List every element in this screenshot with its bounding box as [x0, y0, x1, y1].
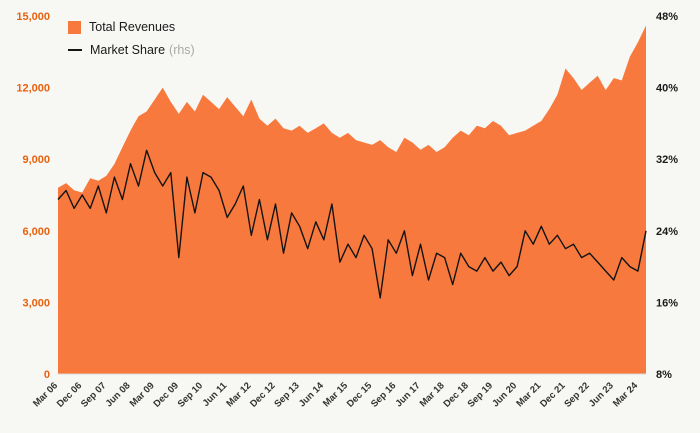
right-axis-tick-label: 24%: [656, 226, 678, 238]
x-axis-tick-label: Dec 06: [55, 380, 84, 409]
right-axis-tick-label: 32%: [656, 154, 678, 166]
right-axis-tick-label: 48%: [656, 11, 678, 23]
x-axis-tick-label: Jun 17: [394, 380, 423, 409]
legend-market-share-label: Market Share (rhs): [90, 43, 195, 57]
x-axis-tick-label: Dec 18: [441, 380, 470, 409]
left-axis-tick-label: 12,000: [16, 83, 50, 95]
x-axis-tick-label: Sep 13: [272, 380, 301, 409]
x-axis-tick-label: Sep 22: [562, 380, 591, 409]
right-axis-tick-label: 40%: [656, 83, 678, 95]
x-axis-tick-label: Sep 19: [466, 380, 495, 409]
x-axis-tick-label: Mar 21: [514, 380, 544, 410]
legend-item-market-share: Market Share (rhs): [68, 43, 195, 57]
right-axis-tick-label: 8%: [656, 369, 672, 381]
market-share-line: [57, 149, 647, 299]
x-axis-tick-label: Jun 23: [587, 380, 616, 409]
x-axis-tick-label: Jun 11: [201, 380, 230, 409]
left-axis-tick-label: 15,000: [16, 11, 50, 23]
x-axis-tick-label: Dec 15: [345, 380, 375, 410]
x-axis-tick-label: Jun 20: [490, 380, 519, 409]
legend-revenues-label: Total Revenues: [89, 20, 176, 34]
x-axis-tick-label: Dec 12: [248, 380, 277, 409]
x-axis-tick-label: Mar 06: [31, 380, 60, 409]
right-axis-tick-label: 16%: [656, 297, 678, 309]
x-axis-tick-label: Sep 10: [176, 380, 205, 409]
legend-item-revenues: Total Revenues: [68, 20, 195, 34]
x-axis-tick-label: Mar 12: [224, 380, 253, 409]
legend-rhs-suffix: (rhs): [169, 43, 195, 57]
left-axis-tick-label: 6,000: [22, 226, 50, 238]
chart-legend: Total Revenues Market Share (rhs): [68, 20, 195, 57]
x-axis-tick-label: Mar 18: [418, 380, 447, 409]
total-revenues-area: [58, 25, 646, 374]
revenues-area-swatch-icon: [68, 20, 81, 34]
x-axis-tick-label: Mar 09: [128, 380, 157, 409]
left-axis-tick-label: 3,000: [22, 297, 50, 309]
x-axis-tick-label: Mar 15: [321, 380, 351, 410]
x-axis-tick-label: Dec 21: [538, 380, 568, 410]
market-share-line-swatch-icon: [68, 49, 82, 51]
x-axis-tick-label: Dec 09: [151, 380, 180, 409]
x-axis-tick-label: Mar 24: [611, 380, 641, 410]
x-axis-tick-label: Jun 14: [297, 380, 327, 410]
x-axis-tick-label: Jun 08: [104, 380, 133, 409]
x-axis-tick-label: Sep 07: [79, 380, 108, 409]
x-axis-tick-label: Sep 16: [369, 380, 398, 409]
left-axis-tick-label: 9,000: [22, 154, 50, 166]
left-axis-tick-label: 0: [44, 369, 50, 381]
